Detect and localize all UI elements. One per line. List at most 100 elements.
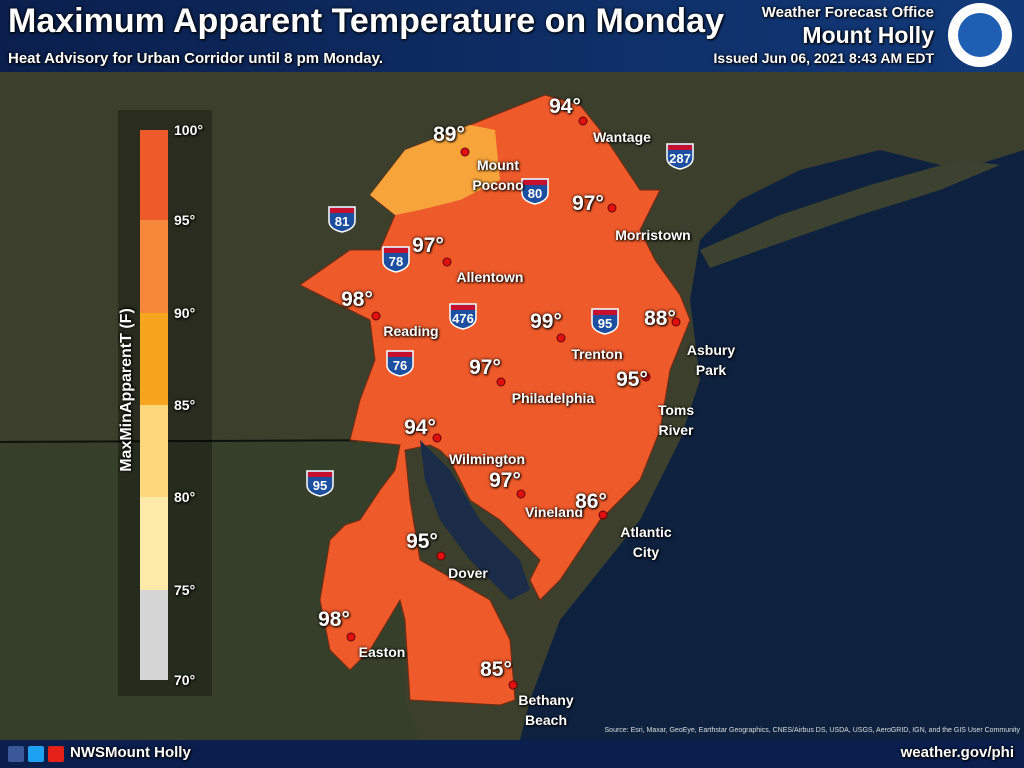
legend-tick: 95° xyxy=(174,212,196,228)
city-dot xyxy=(578,116,588,126)
city-dot xyxy=(346,632,356,642)
legend-title: MaxMinApparentT (F) xyxy=(118,308,135,472)
interstate-shield xyxy=(386,350,414,377)
city-dot xyxy=(460,147,470,157)
city-name: Allentown xyxy=(456,269,524,285)
city-name: Reading xyxy=(383,323,439,339)
city-name: Mount Pocono xyxy=(472,157,524,193)
url[interactable]: weather.gov/phi xyxy=(900,744,1014,761)
city-name: Wantage xyxy=(593,129,651,145)
legend-swatch xyxy=(140,313,168,405)
shield-number: 78 xyxy=(388,254,404,269)
city-name: Trenton xyxy=(571,346,623,362)
delaware-bay xyxy=(420,440,530,600)
shield-top xyxy=(388,352,412,357)
shield-number: 76 xyxy=(392,358,408,373)
shield-top xyxy=(451,305,475,310)
city-dot xyxy=(607,203,617,213)
temperature: 94° xyxy=(549,95,581,118)
subtitle: Heat Advisory for Urban Corridor until 8… xyxy=(8,50,384,67)
issued: Issued Jun 06, 2021 8:43 AM EDT xyxy=(713,50,934,66)
legend-swatch xyxy=(140,405,168,497)
temperature: 88° xyxy=(644,307,676,330)
legend-swatch xyxy=(140,590,168,680)
header-band xyxy=(0,0,1024,72)
city-name: Dover xyxy=(448,565,488,581)
city-name: Wilmington xyxy=(448,451,526,467)
legend-tick: 90° xyxy=(174,305,196,321)
city-dot xyxy=(556,333,566,343)
city-name: Asbury Park xyxy=(686,342,736,378)
shield-number: 95 xyxy=(312,478,328,493)
temperature: 97° xyxy=(412,234,444,257)
shield-top xyxy=(384,248,408,253)
footer-band xyxy=(0,740,1024,768)
legend-tick: 85° xyxy=(174,397,196,413)
facebook-icon[interactable] xyxy=(8,746,24,762)
city-name: Vineland xyxy=(524,504,584,520)
interstate-shield xyxy=(591,308,619,335)
temperature: 99° xyxy=(530,310,562,333)
shield-top xyxy=(308,472,332,477)
shield-top xyxy=(523,180,547,185)
city-dot xyxy=(516,489,526,499)
temperature: 89° xyxy=(433,123,465,146)
city-dot xyxy=(641,372,651,382)
twitter-icon[interactable] xyxy=(28,746,44,762)
shield-top xyxy=(330,208,354,213)
city-dot xyxy=(436,551,446,561)
legend-tick: 75° xyxy=(174,582,196,598)
temperature: 95° xyxy=(616,368,648,391)
office: Weather Forecast Office xyxy=(761,4,934,21)
land-south xyxy=(0,440,420,740)
legend-tick: 100° xyxy=(174,122,203,138)
legend-tick: 70° xyxy=(174,672,196,688)
temperature: 98° xyxy=(318,608,350,631)
interstate-shield xyxy=(306,470,334,497)
city-name: Atlantic City xyxy=(620,524,672,560)
temperature: 98° xyxy=(341,288,373,311)
youtube-icon[interactable] xyxy=(48,746,64,762)
temperature: 86° xyxy=(575,490,607,513)
temperature: 85° xyxy=(480,658,512,681)
source: Source: Esri, Maxar, GeoEye, Earthstar G… xyxy=(604,727,1020,734)
city-dot xyxy=(432,433,442,443)
city-dot xyxy=(442,257,452,267)
shield-number: 287 xyxy=(669,151,691,166)
city-dot xyxy=(496,377,506,387)
shield-number: 95 xyxy=(597,316,613,331)
shield-number: 81 xyxy=(334,214,350,229)
legend-swatch xyxy=(140,220,168,313)
shield-top xyxy=(593,310,617,315)
legend-swatch xyxy=(140,497,168,590)
state-border xyxy=(0,439,401,443)
temperature: 97° xyxy=(489,469,521,492)
interstate-shield xyxy=(666,143,694,170)
legend-swatch xyxy=(140,130,168,220)
interstate-shield xyxy=(449,303,477,330)
city-name: Bethany Beach xyxy=(518,692,574,728)
cooler-area xyxy=(370,125,500,215)
interstate-shield xyxy=(328,206,356,233)
temperature: 97° xyxy=(469,356,501,379)
interstate-shield xyxy=(382,246,410,273)
city-name: Morristown xyxy=(615,227,691,243)
title: Maximum Apparent Temperature on Monday xyxy=(8,2,724,40)
office-name: Mount Holly xyxy=(802,22,934,48)
legend-tick: 80° xyxy=(174,489,196,505)
city-name: Philadelphia xyxy=(511,390,595,406)
nws-logo-inner xyxy=(958,13,1002,57)
city-dot xyxy=(598,510,608,520)
temperature: 94° xyxy=(404,416,436,439)
long-island xyxy=(700,160,1000,268)
city-name: Toms River xyxy=(657,402,695,438)
temperature: 95° xyxy=(406,530,438,553)
shield-number: 476 xyxy=(452,311,474,326)
temperature: 97° xyxy=(572,192,604,215)
city-dot xyxy=(671,317,681,327)
city-dot xyxy=(371,311,381,321)
interstate-shield xyxy=(521,178,549,205)
social[interactable]: NWSMount Holly xyxy=(70,744,191,761)
